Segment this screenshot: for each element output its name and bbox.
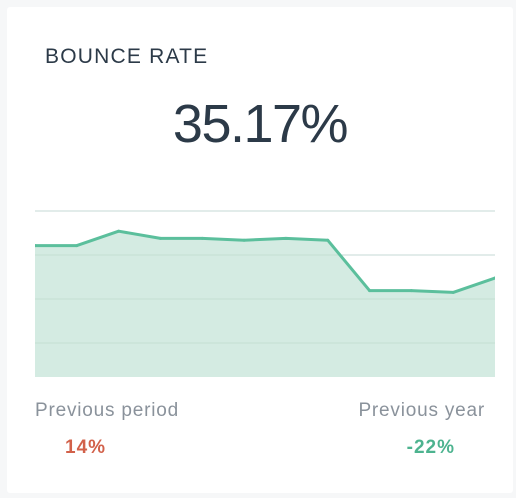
- bounce-rate-chart: [35, 210, 495, 377]
- widget-title: BOUNCE RATE: [45, 45, 209, 68]
- chart-point: [200, 236, 204, 240]
- previous-year-change: -22%: [406, 437, 455, 458]
- bounce-rate-value: 35.17%: [172, 94, 349, 154]
- chart-point: [284, 236, 288, 240]
- chart-area-fill: [35, 231, 495, 377]
- chart-point: [117, 229, 121, 233]
- previous-period-label: Previous period: [35, 400, 180, 421]
- chart-point: [75, 244, 79, 248]
- chart-point: [326, 238, 330, 242]
- bounce-rate-card: BOUNCE RATE 35.17% Previous period Previ…: [7, 7, 513, 493]
- chart-point: [35, 244, 37, 248]
- chart-point: [368, 289, 372, 293]
- chart-point: [242, 238, 246, 242]
- chart-point: [451, 290, 455, 294]
- chart-series-line: [35, 229, 495, 294]
- chart-point: [493, 276, 495, 280]
- previous-year-label: Previous year: [358, 400, 485, 421]
- chart-point: [158, 236, 162, 240]
- chart-point: [409, 289, 413, 293]
- previous-period-change: 14%: [65, 437, 107, 458]
